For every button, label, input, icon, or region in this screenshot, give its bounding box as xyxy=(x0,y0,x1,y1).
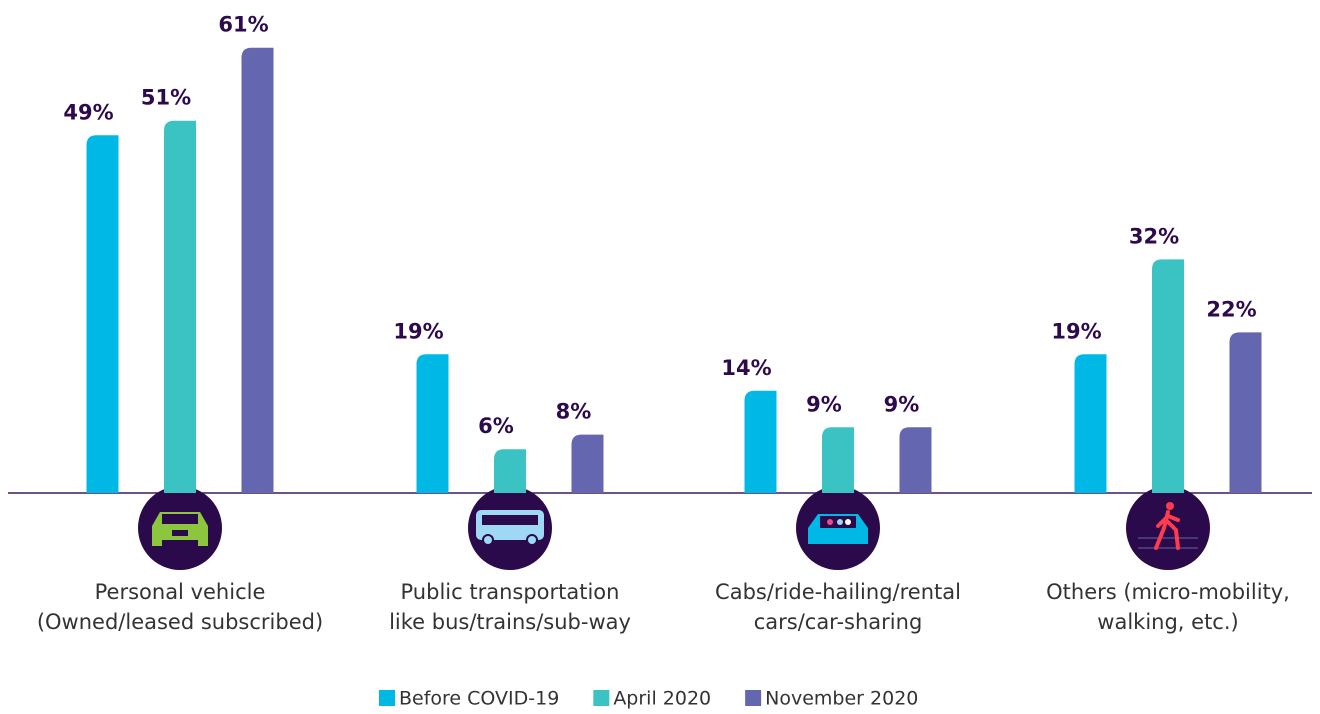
bar xyxy=(822,427,854,493)
value-label: 19% xyxy=(1051,319,1101,343)
value-label: 32% xyxy=(1129,224,1179,248)
bar xyxy=(1229,332,1262,493)
bar xyxy=(571,434,604,493)
x-tick-label: Others (micro-mobility, walking, etc.) xyxy=(1046,580,1290,634)
value-label: 19% xyxy=(393,319,443,343)
legend-swatch xyxy=(379,690,395,706)
bar xyxy=(744,390,777,493)
bar xyxy=(1152,259,1184,493)
value-label: 9% xyxy=(884,392,920,416)
icon-bus xyxy=(468,486,552,570)
bar xyxy=(164,120,196,493)
legend-label: April 2020 xyxy=(613,688,711,710)
value-label: 49% xyxy=(63,100,113,124)
bar xyxy=(1074,354,1107,493)
value-label: 6% xyxy=(478,414,514,438)
x-tick-label: Personal vehicle (Owned/leased subscribe… xyxy=(36,580,324,634)
value-label: 51% xyxy=(141,86,191,110)
x-tick-label: Public transportation like bus/trains/su… xyxy=(389,580,631,634)
bar xyxy=(241,47,274,493)
legend-swatch xyxy=(593,690,610,706)
value-label: 9% xyxy=(806,392,842,416)
value-label: 22% xyxy=(1206,297,1256,321)
bar xyxy=(416,354,449,493)
value-label: 8% xyxy=(556,400,592,424)
legend-label: Before COVID-19 xyxy=(399,688,559,710)
icon-cab xyxy=(796,486,880,570)
legend-swatch xyxy=(745,690,762,706)
value-label: 14% xyxy=(721,356,771,380)
bar xyxy=(899,427,932,493)
x-tick-label: Cabs/ride-hailing/rental cars/car-sharin… xyxy=(715,580,961,634)
icon-walk xyxy=(1126,486,1210,570)
value-label: 61% xyxy=(218,13,268,37)
icon-car xyxy=(138,486,222,570)
legend-label: November 2020 xyxy=(765,688,918,710)
bar xyxy=(86,135,119,494)
bar xyxy=(494,449,526,493)
